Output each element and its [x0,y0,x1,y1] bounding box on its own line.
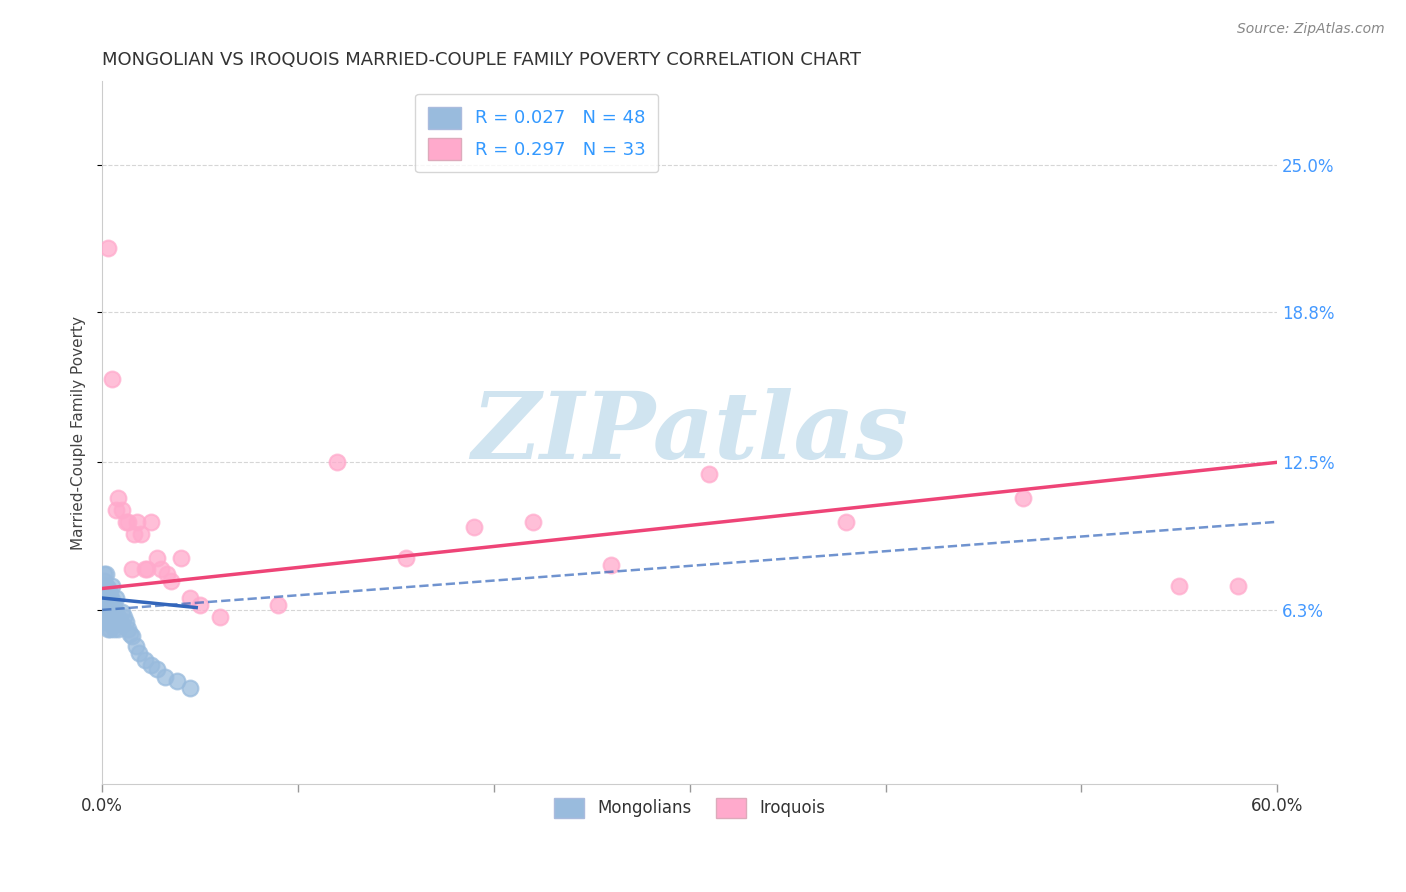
Point [107,622,129,636]
Point [94,579,117,593]
Point [97,622,120,636]
Point [104,617,127,632]
Point [97,615,120,629]
Point [104,503,127,517]
Point [101,372,124,386]
Point [112,610,135,624]
Point [93,574,115,589]
Point [127,515,149,529]
Point [149,562,172,576]
Point [122,526,145,541]
Point [101,593,124,607]
Point [103,610,125,624]
Point [114,515,136,529]
Y-axis label: Married-Couple Family Poverty: Married-Couple Family Poverty [72,316,86,549]
Point [124,639,146,653]
Point [153,670,176,684]
Point [101,579,124,593]
Point [141,515,163,529]
Point [156,567,179,582]
Point [134,653,156,667]
Text: MONGOLIAN VS IROQUOIS MARRIED-COUPLE FAMILY POVERTY CORRELATION CHART: MONGOLIAN VS IROQUOIS MARRIED-COUPLE FAM… [103,51,862,69]
Text: Source: ZipAtlas.com: Source: ZipAtlas.com [1237,22,1385,37]
Point [94,603,117,617]
Point [103,598,125,612]
Point [103,622,125,636]
Point [1168,579,1191,593]
Point [208,610,231,624]
Point [835,515,858,529]
Point [326,455,349,469]
Point [101,605,124,619]
Point [134,562,156,576]
Point [93,582,115,596]
Point [118,626,141,640]
Point [117,515,139,529]
Point [94,591,117,605]
Point [111,503,134,517]
Point [146,550,169,565]
Point [97,600,120,615]
Point [141,657,163,672]
Point [169,550,191,565]
Point [267,598,290,612]
Point [121,562,143,576]
Point [97,591,120,605]
Point [179,681,201,696]
Point [98,622,121,636]
Point [98,598,121,612]
Point [111,617,134,632]
Point [93,567,115,582]
Point [395,550,418,565]
Point [600,558,623,572]
Point [179,591,201,605]
Point [111,605,134,619]
Point [1227,579,1250,593]
Point [97,582,120,596]
Legend: Mongolians, Iroquois: Mongolians, Iroquois [547,791,832,824]
Point [114,615,136,629]
Point [98,586,121,600]
Point [97,241,120,255]
Point [107,610,129,624]
Point [93,591,115,605]
Point [97,610,120,624]
Point [121,629,143,643]
Point [94,615,117,629]
Point [101,617,124,632]
Point [104,591,127,605]
Point [166,674,188,689]
Point [463,519,485,533]
Point [128,646,150,660]
Text: ZIPatlas: ZIPatlas [471,387,908,477]
Point [1011,491,1033,505]
Point [699,467,721,482]
Point [104,605,127,619]
Point [159,574,181,589]
Point [146,663,169,677]
Point [117,622,139,636]
Point [98,605,121,619]
Point [136,562,159,576]
Point [188,598,211,612]
Point [522,515,544,529]
Point [131,526,153,541]
Point [108,615,131,629]
Point [94,567,117,582]
Point [98,610,121,624]
Point [107,491,129,505]
